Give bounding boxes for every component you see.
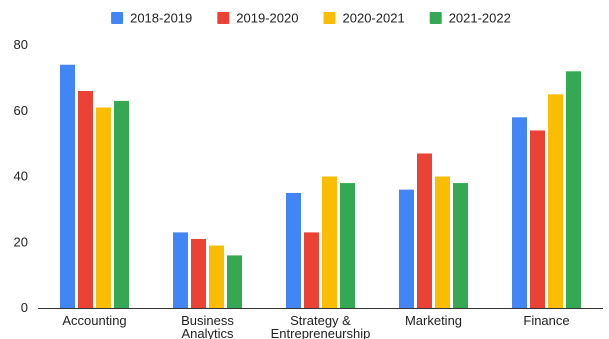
legend-swatch-2021-2022 bbox=[429, 12, 442, 24]
bars bbox=[60, 64, 581, 309]
bar-accounting-2018-2019 bbox=[60, 64, 75, 308]
x-tick-label-finance: Finance bbox=[523, 313, 569, 328]
bar-accounting-2019-2020 bbox=[78, 91, 93, 309]
legend-label-2020-2021: 2020-2021 bbox=[343, 11, 405, 26]
legend-swatch-2020-2021 bbox=[323, 12, 336, 24]
bar-marketing-2021-2022 bbox=[453, 183, 468, 308]
legend-label-2019-2020: 2019-2020 bbox=[236, 11, 298, 26]
x-tick-label-strategy-and-entrepreneurship: Strategy & Entrepreneurship bbox=[271, 313, 371, 339]
x-axis: Accounting Business Analytics Strategy & Ent… bbox=[38, 308, 603, 339]
bar-finance-2020-2021 bbox=[548, 94, 563, 308]
bar-accounting-2020-2021 bbox=[96, 107, 111, 309]
legend-label-2018-2019: 2018-2019 bbox=[130, 11, 192, 26]
bar-finance-2021-2022 bbox=[566, 71, 581, 308]
bar-strategy-and-entrepreneurship-2019-2020 bbox=[304, 232, 319, 308]
bar-marketing-2020-2021 bbox=[435, 176, 450, 308]
y-tick-label-60: 60 bbox=[14, 103, 28, 118]
y-tick-label-40: 40 bbox=[14, 169, 28, 184]
bar-marketing-2018-2019 bbox=[399, 189, 414, 308]
bar-strategy-and-entrepreneurship-2020-2021 bbox=[322, 176, 337, 308]
y-tick-label-80: 80 bbox=[14, 37, 28, 52]
x-tick-label-accounting: Accounting bbox=[62, 313, 126, 328]
x-tick-label-business-analytics: Business Analytics bbox=[181, 313, 234, 339]
legend-swatch-2018-2019 bbox=[111, 12, 124, 24]
bar-business-analytics-2018-2019 bbox=[173, 232, 188, 308]
legend-item-2021-2022: 2021-2022 bbox=[429, 11, 511, 26]
bar-business-analytics-2020-2021 bbox=[209, 245, 224, 308]
bar-strategy-and-entrepreneurship-2018-2019 bbox=[286, 192, 301, 308]
bar-business-analytics-2021-2022 bbox=[227, 255, 242, 308]
y-axis: 0 20 40 60 80 bbox=[14, 37, 28, 315]
legend-item-2020-2021: 2020-2021 bbox=[323, 11, 405, 26]
legend: 2018-2019 2019-2020 2020-2021 2021-2022 bbox=[111, 11, 511, 26]
y-tick-label-0: 0 bbox=[21, 300, 28, 315]
bar-finance-2019-2020 bbox=[530, 130, 545, 308]
legend-swatch-2019-2020 bbox=[217, 12, 230, 24]
legend-item-2019-2020: 2019-2020 bbox=[217, 11, 298, 26]
y-tick-label-20: 20 bbox=[14, 234, 28, 249]
bar-strategy-and-entrepreneurship-2021-2022 bbox=[340, 183, 355, 308]
bar-accounting-2021-2022 bbox=[114, 100, 129, 308]
x-tick-label-marketing: Marketing bbox=[405, 313, 462, 328]
legend-item-2018-2019: 2018-2019 bbox=[111, 11, 192, 26]
legend-label-2021-2022: 2021-2022 bbox=[449, 11, 511, 26]
bar-finance-2018-2019 bbox=[512, 117, 527, 308]
bar-business-analytics-2019-2020 bbox=[191, 238, 206, 308]
bar-marketing-2019-2020 bbox=[417, 153, 432, 308]
